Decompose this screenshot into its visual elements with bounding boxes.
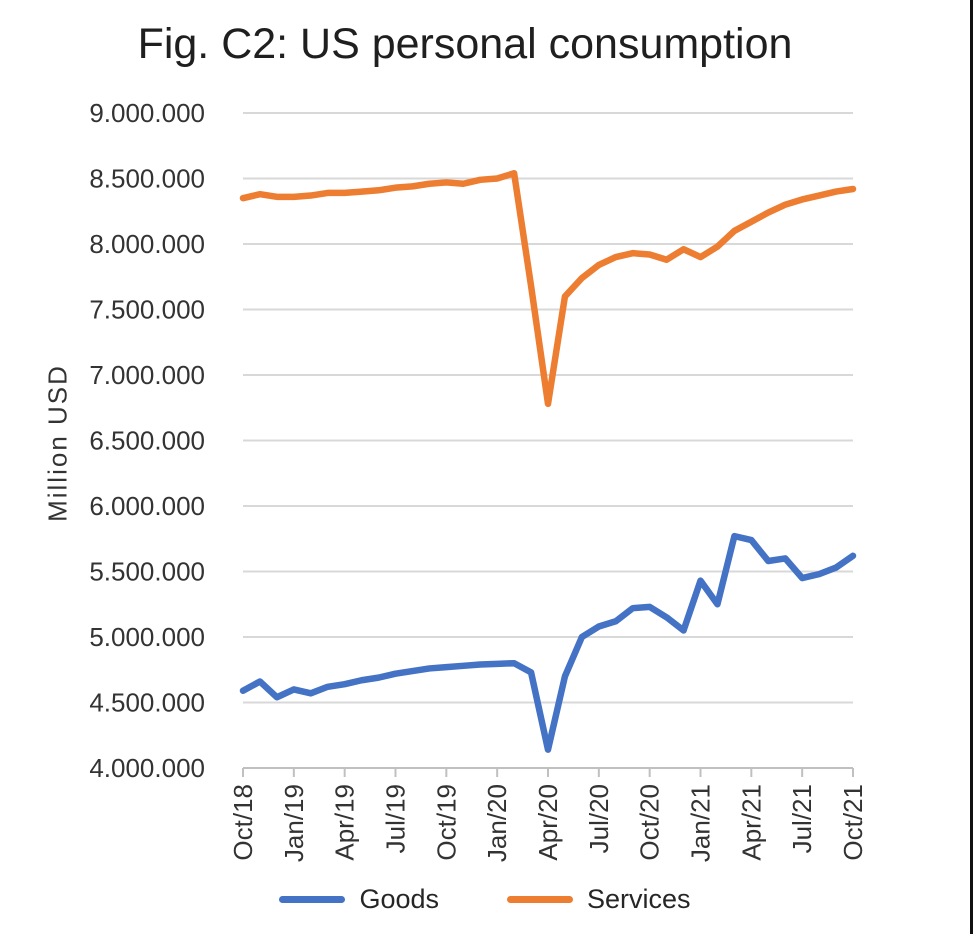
x-axis-tick-label: Oct/18 (228, 784, 258, 861)
x-axis-tick-label: Jul/21 (787, 784, 817, 853)
legend: Goods Services (0, 884, 970, 915)
x-axis-tick-label: Jan/19 (279, 784, 309, 862)
y-axis-tick-label: 8.000.000 (89, 229, 205, 259)
services-line (239, 170, 857, 408)
page-border (970, 0, 973, 934)
y-axis-tick-label: 5.000.000 (89, 622, 205, 652)
legend-label-goods: Goods (359, 884, 440, 914)
y-axis-tick-label: 4.500.000 (89, 688, 205, 718)
x-axis-tick-label: Oct/20 (635, 784, 665, 861)
y-axis-tick-label: 8.500.000 (89, 164, 205, 194)
y-axis-tick-label: 7.000.000 (89, 360, 205, 390)
y-axis-tick-label: 4.000.000 (89, 753, 205, 783)
x-axis-tick-label: Oct/21 (838, 784, 868, 861)
legend-label-services: Services (587, 884, 691, 914)
x-axis-tick-label: Apr/20 (533, 784, 563, 861)
goods-line-swatch (279, 896, 346, 903)
services-line-swatch (507, 896, 574, 903)
y-axis-tick-label: 6.500.000 (89, 426, 205, 456)
x-axis-tick-label: Apr/19 (330, 784, 360, 861)
x-axis-tick-label: Jan/20 (482, 784, 512, 862)
y-axis-tick-label: 5.500.000 (89, 557, 205, 587)
chart-title: Fig. C2: US personal consumption (137, 20, 793, 68)
x-axis-tick-label: Jan/21 (686, 784, 716, 862)
goods-line (239, 532, 857, 753)
x-axis-tick-label: Oct/19 (431, 784, 461, 861)
y-axis-tick-label: 7.500.000 (89, 295, 205, 325)
x-axis-tick-label: Jul/20 (584, 784, 614, 853)
legend-item-services: Services (507, 884, 691, 915)
legend-item-goods: Goods (279, 884, 439, 915)
y-axis-tick-label: 6.000.000 (89, 491, 205, 521)
x-axis-tick-label: Apr/21 (736, 784, 766, 861)
x-axis-tick-label: Jul/19 (381, 784, 411, 853)
y-axis-tick-label: 9.000.000 (89, 98, 205, 128)
y-axis-title: Million USD (42, 364, 73, 522)
